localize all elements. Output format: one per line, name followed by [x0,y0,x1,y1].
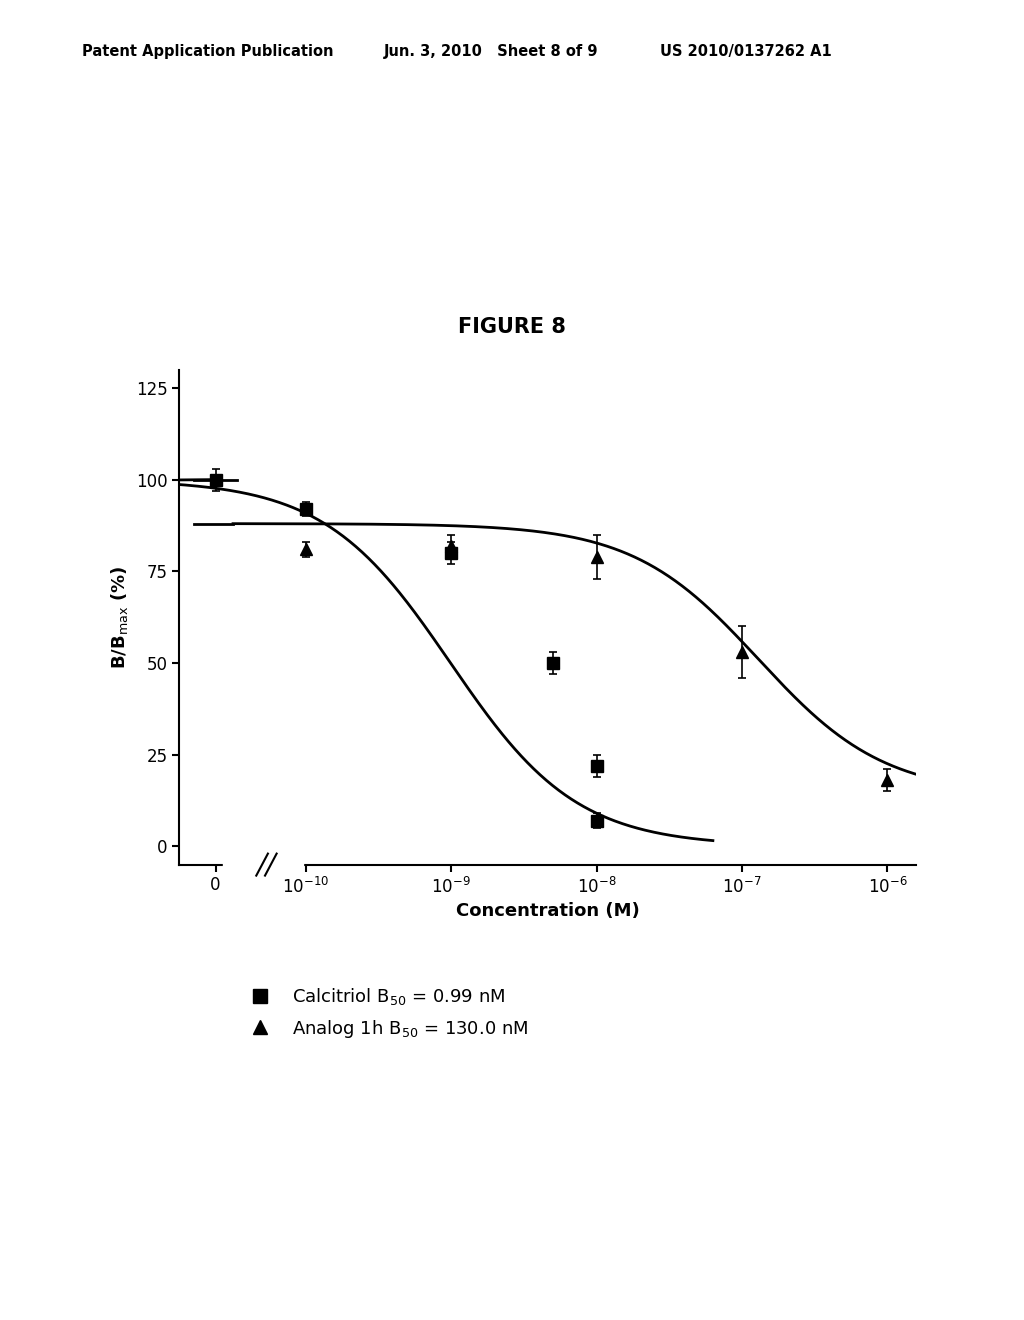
Text: US 2010/0137262 A1: US 2010/0137262 A1 [660,44,833,58]
Text: Patent Application Publication: Patent Application Publication [82,44,334,58]
Y-axis label: B/B$_{\rm max}$ (%): B/B$_{\rm max}$ (%) [110,565,130,669]
Bar [223,857,303,873]
Text: FIGURE 8: FIGURE 8 [458,317,566,337]
Text: Jun. 3, 2010   Sheet 8 of 9: Jun. 3, 2010 Sheet 8 of 9 [384,44,598,58]
Legend: Calcitriol B$_{50}$ = 0.99 nM, Analog 1h B$_{50}$ = 130.0 nM: Calcitriol B$_{50}$ = 0.99 nM, Analog 1h… [234,978,536,1047]
X-axis label: Concentration (M): Concentration (M) [456,902,640,920]
